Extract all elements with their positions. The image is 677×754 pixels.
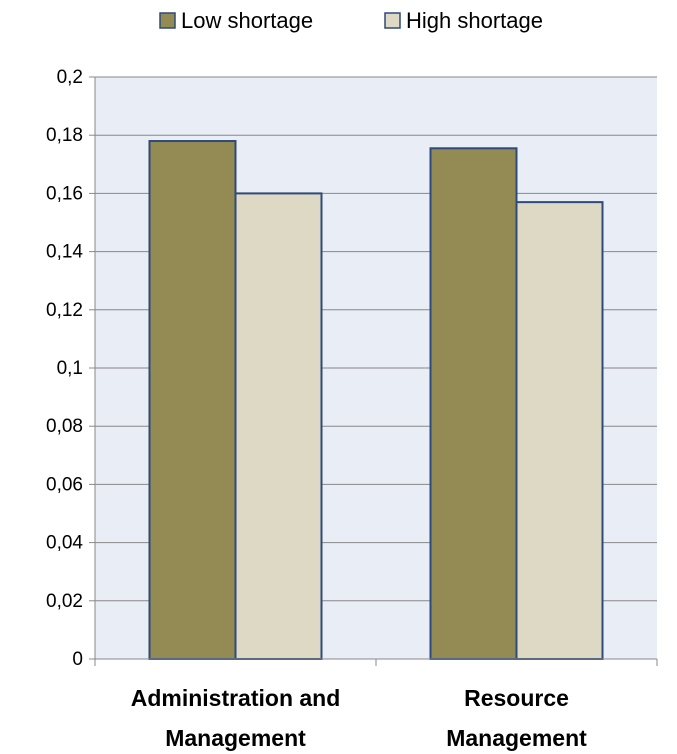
y-tick-label: 0,12: [46, 300, 83, 321]
y-tick-label: 0,14: [46, 242, 83, 263]
y-tick-label: 0,06: [46, 474, 83, 495]
bar-low-shortage: [148, 140, 237, 660]
y-tick-label: 0,02: [46, 591, 83, 612]
bar-high-shortage: [234, 192, 323, 660]
legend-label: High shortage: [406, 8, 543, 33]
y-axis-ticks: 0 0,02 0,04 0,06 0,08 0,1 0,12 0,14 0,16 0,18 0,2: [46, 67, 95, 670]
y-tick-label: 0,2: [57, 67, 83, 88]
legend-label: Low shortage: [181, 8, 313, 33]
x-category-label: Management: [446, 725, 587, 751]
y-tick-label: 0,04: [46, 533, 83, 554]
x-axis-categories: Administration and Management Resource Mana…: [131, 685, 587, 751]
x-category-label: Administration and: [131, 685, 341, 711]
y-tick-label: 0,16: [46, 183, 83, 204]
legend-swatch: [384, 12, 401, 29]
x-category-label: Resource: [464, 685, 569, 711]
bar-low-shortage: [429, 147, 518, 660]
x-category-label: Management: [165, 725, 306, 751]
y-tick-label: 0,18: [46, 125, 83, 146]
bar-high-shortage: [515, 201, 604, 660]
y-tick-label: 0,08: [46, 416, 83, 437]
y-tick-label: 0,1: [57, 358, 83, 379]
legend-swatch: [159, 12, 176, 29]
bars: [148, 140, 604, 660]
y-tick-label: 0: [72, 649, 83, 670]
legend: Low shortage High shortage: [159, 8, 543, 33]
